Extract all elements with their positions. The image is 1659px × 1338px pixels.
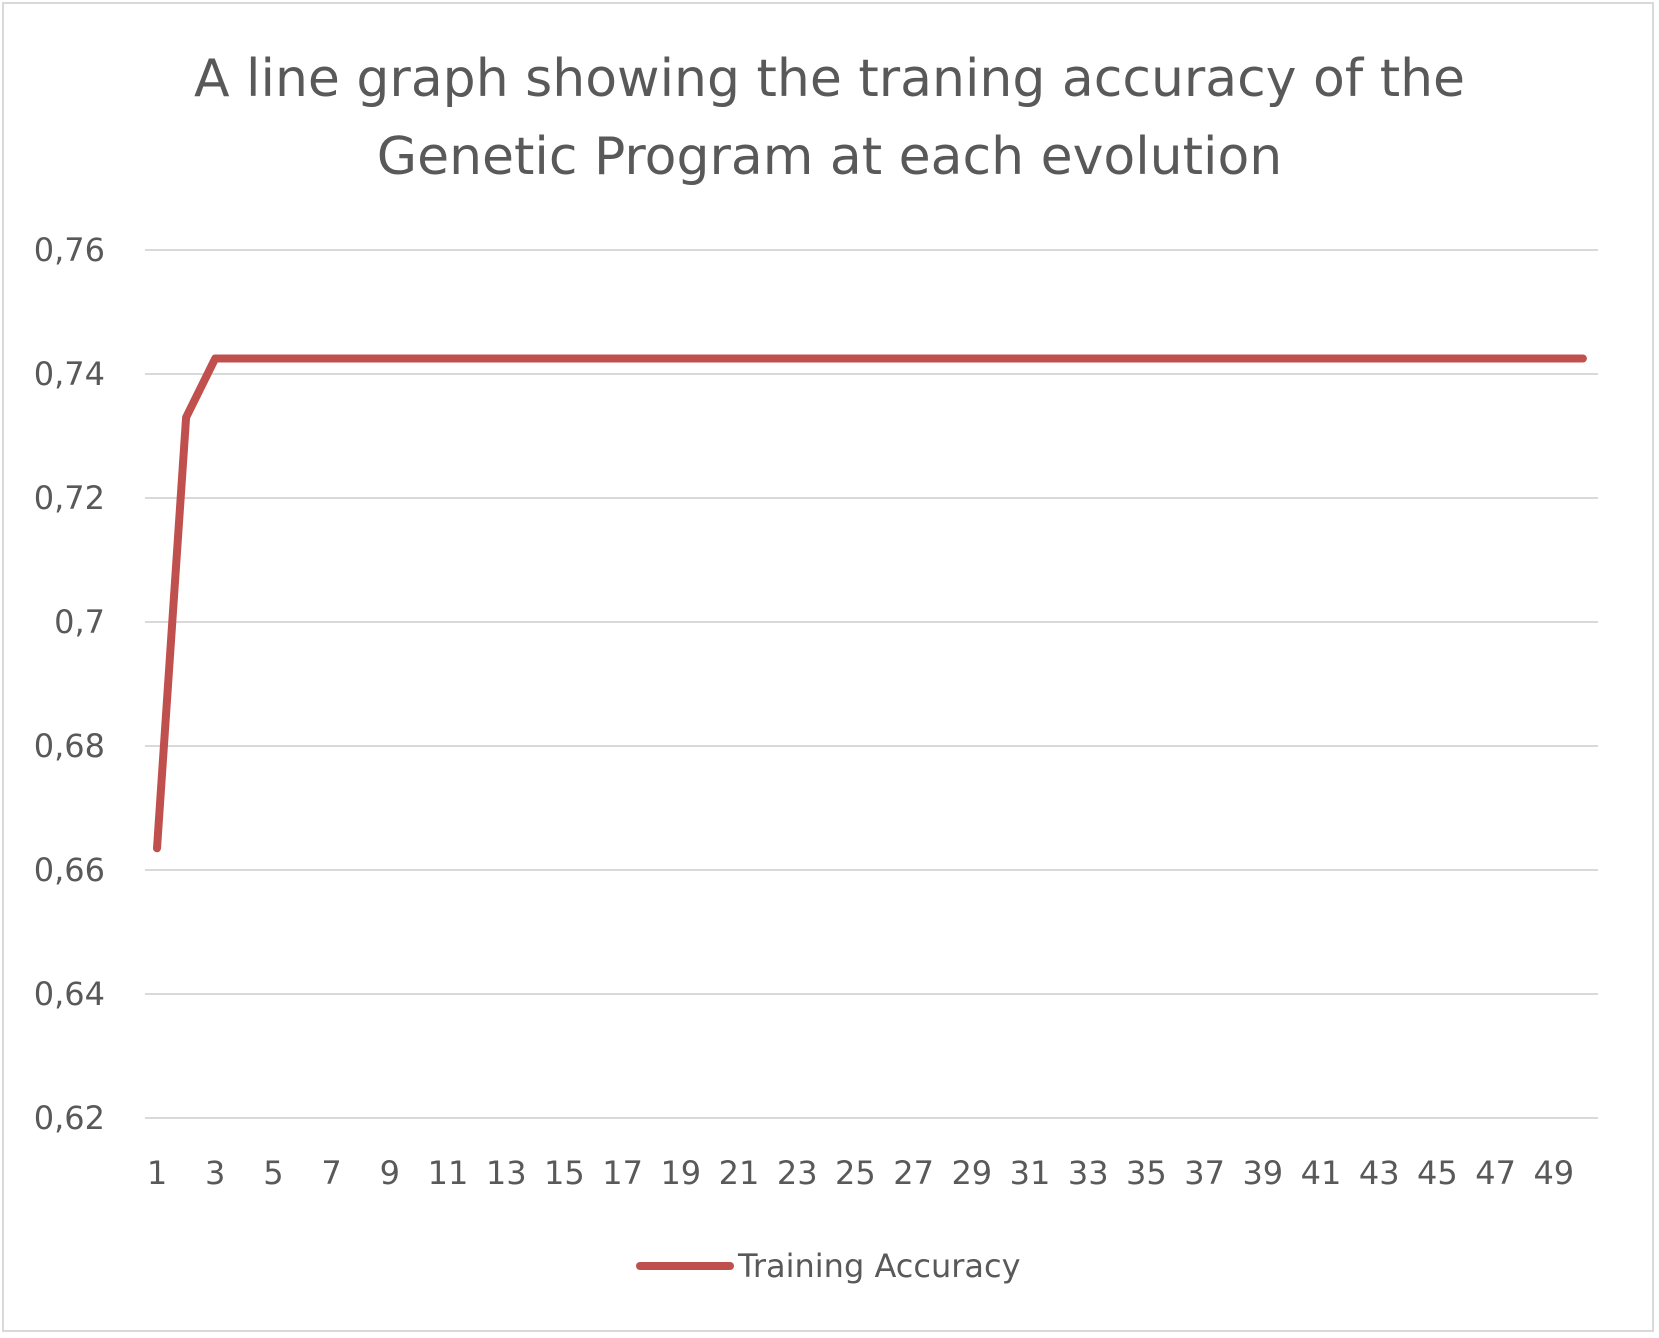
x-tick-label: 13 <box>486 1154 527 1192</box>
y-tick-label: 0,72 <box>34 479 105 517</box>
y-tick-label: 0,76 <box>34 231 105 269</box>
series-lines <box>153 354 1587 853</box>
legend: Training Accuracy <box>636 1247 1021 1285</box>
x-tick-label: 15 <box>544 1154 585 1192</box>
x-tick-label: 9 <box>380 1154 400 1192</box>
x-tick-label: 27 <box>893 1154 934 1192</box>
x-tick-label: 45 <box>1417 1154 1458 1192</box>
x-tick-label: 43 <box>1359 1154 1400 1192</box>
x-tick-label: 39 <box>1242 1154 1283 1192</box>
x-tick-label: 33 <box>1068 1154 1109 1192</box>
chart-title: A line graph showing the traning accurac… <box>0 40 1659 196</box>
series-line-training-accuracy <box>153 354 1587 853</box>
x-tick-label: 29 <box>951 1154 992 1192</box>
y-tick-label: 0,62 <box>34 1099 105 1137</box>
x-tick-label: 19 <box>660 1154 701 1192</box>
x-tick-label: 47 <box>1475 1154 1516 1192</box>
legend-label: Training Accuracy <box>737 1247 1021 1285</box>
y-tick-label: 0,66 <box>34 851 105 889</box>
gridlines <box>145 249 1598 1119</box>
x-tick-label: 17 <box>602 1154 643 1192</box>
y-tick-label: 0,68 <box>34 727 105 765</box>
x-tick-label: 25 <box>835 1154 876 1192</box>
x-tick-label: 31 <box>1010 1154 1051 1192</box>
x-tick-label: 37 <box>1184 1154 1225 1192</box>
x-tick-label: 1 <box>147 1154 167 1192</box>
x-tick-label: 7 <box>321 1154 341 1192</box>
x-tick-label: 5 <box>263 1154 283 1192</box>
x-axis-ticks: 1 3 5 7 9 11 13 15 17 19 21 23 25 27 29 31 33 35 37 39 41 43 4… <box>147 1154 1574 1192</box>
x-tick-label: 35 <box>1126 1154 1167 1192</box>
x-tick-label: 23 <box>777 1154 818 1192</box>
x-tick-label: 11 <box>428 1154 469 1192</box>
y-tick-label: 0,7 <box>54 603 105 641</box>
x-tick-label: 3 <box>205 1154 225 1192</box>
chart-title-line-1: A line graph showing the traning accurac… <box>193 49 1466 109</box>
x-tick-label: 21 <box>719 1154 760 1192</box>
y-tick-label: 0,74 <box>34 355 105 393</box>
y-tick-label: 0,64 <box>34 975 105 1013</box>
y-axis-ticks: 0,76 0,74 0,72 0,7 0,68 0,66 0,64 0,62 <box>34 231 105 1137</box>
x-tick-label: 49 <box>1533 1154 1574 1192</box>
chart-title-line-2: Genetic Program at each evolution <box>376 127 1283 187</box>
x-tick-label: 41 <box>1301 1154 1342 1192</box>
